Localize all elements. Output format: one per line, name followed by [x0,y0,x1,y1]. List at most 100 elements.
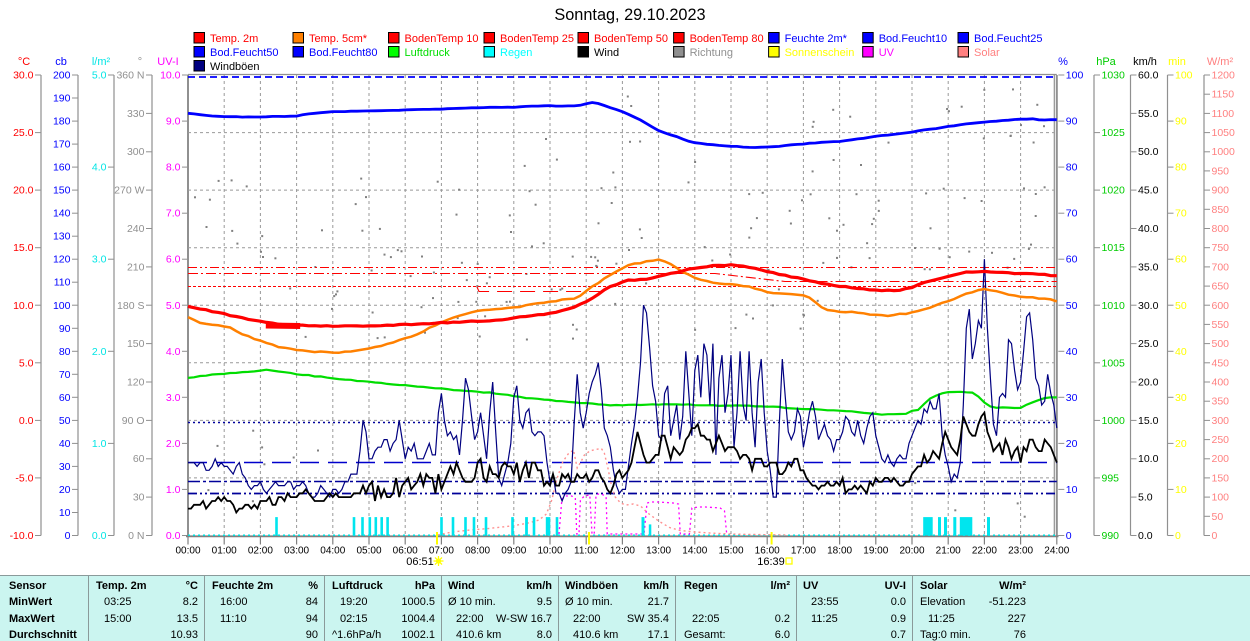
svg-text:0.0: 0.0 [166,530,181,542]
svg-text:350: 350 [1212,396,1230,408]
svg-text:990: 990 [1102,530,1120,542]
svg-text:21:00: 21:00 [936,546,961,557]
svg-text:50: 50 [59,415,71,427]
svg-text:BodenTemp 10: BodenTemp 10 [405,33,479,45]
svg-text:1150: 1150 [1212,89,1235,101]
svg-text:300: 300 [127,146,145,158]
svg-text:07:00: 07:00 [429,546,454,557]
svg-text:20:00: 20:00 [899,546,924,557]
svg-text:120: 120 [127,377,145,389]
svg-text:40: 40 [1175,346,1187,358]
svg-text:Temp. 2m: Temp. 2m [210,33,258,45]
svg-text:650: 650 [1212,281,1230,293]
svg-text:70: 70 [1066,208,1078,220]
svg-text:2.0: 2.0 [166,438,181,450]
svg-text:900: 900 [1212,185,1230,197]
svg-text:6.0: 6.0 [166,254,181,266]
svg-text:Windböen: Windböen [210,61,260,73]
svg-text:35.0: 35.0 [1138,261,1159,273]
svg-text:200: 200 [53,70,71,82]
svg-text:1010: 1010 [1102,300,1126,312]
svg-text:13:00: 13:00 [646,546,671,557]
svg-text:°: ° [138,56,142,68]
svg-text:%: % [1058,56,1068,68]
svg-text:06:51: 06:51 [406,556,434,568]
svg-text:min: min [1168,56,1186,68]
svg-text:100: 100 [1212,492,1230,504]
svg-text:14:00: 14:00 [682,546,707,557]
svg-text:hPa: hPa [1096,56,1116,68]
svg-text:11:00: 11:00 [574,546,599,557]
svg-text:-5.0: -5.0 [15,472,33,484]
svg-text:1050: 1050 [1212,127,1236,139]
svg-text:10: 10 [1066,484,1078,496]
svg-text:40: 40 [1066,346,1078,358]
svg-text:10: 10 [1175,484,1187,496]
svg-text:Bod.Feucht50: Bod.Feucht50 [210,47,279,59]
svg-text:150: 150 [127,338,145,350]
svg-text:06:00: 06:00 [393,546,418,557]
svg-text:450: 450 [1212,357,1230,369]
svg-text:BodenTemp 25: BodenTemp 25 [500,33,574,45]
svg-text:40: 40 [59,438,71,450]
svg-text:24:00: 24:00 [1044,546,1069,557]
svg-text:750: 750 [1212,242,1230,254]
svg-text:BodenTemp 50: BodenTemp 50 [594,33,668,45]
svg-text:90: 90 [1066,116,1078,128]
svg-text:08:00: 08:00 [465,546,490,557]
svg-text:995: 995 [1102,472,1120,484]
svg-text:0: 0 [1066,530,1072,542]
svg-text:3.0: 3.0 [166,392,181,404]
svg-text:50.0: 50.0 [1138,146,1159,158]
svg-text:270 W: 270 W [114,185,144,197]
svg-text:9.0: 9.0 [166,116,181,128]
svg-text:850: 850 [1212,204,1230,216]
svg-text:Bod.Feucht80: Bod.Feucht80 [309,47,378,59]
svg-text:03:00: 03:00 [284,546,309,557]
svg-text:130: 130 [53,231,71,243]
svg-text:700: 700 [1212,261,1230,273]
svg-text:Regen: Regen [500,47,532,59]
svg-text:400: 400 [1212,377,1230,389]
svg-text:19:00: 19:00 [863,546,888,557]
svg-text:30: 30 [59,461,71,473]
svg-text:70: 70 [59,369,71,381]
svg-text:90: 90 [59,323,71,335]
svg-text:UV-I: UV-I [157,56,178,68]
svg-text:Feuchte 2m*: Feuchte 2m* [785,33,848,45]
svg-text:240: 240 [127,223,145,235]
svg-text:10.0: 10.0 [160,70,181,82]
svg-text:50: 50 [1175,300,1187,312]
svg-text:0.0: 0.0 [19,415,34,427]
svg-text:05:00: 05:00 [356,546,381,557]
svg-text:60: 60 [59,392,71,404]
svg-text:4.0: 4.0 [92,162,107,174]
svg-text:1005: 1005 [1102,357,1126,369]
svg-text:23:00: 23:00 [1008,546,1033,557]
svg-text:20: 20 [1175,438,1187,450]
svg-text:30: 30 [1175,392,1187,404]
svg-text:1.0: 1.0 [166,484,181,496]
svg-text:15:00: 15:00 [718,546,743,557]
svg-text:45.0: 45.0 [1138,185,1159,197]
svg-text:10.0: 10.0 [13,300,34,312]
svg-text:4.0: 4.0 [166,346,181,358]
svg-text:22:00: 22:00 [972,546,997,557]
svg-text:0.0: 0.0 [92,530,107,542]
svg-text:60.0: 60.0 [1138,70,1159,82]
svg-text:10.0: 10.0 [1138,453,1159,465]
svg-text:360 N: 360 N [116,70,144,82]
svg-text:80: 80 [59,346,71,358]
svg-text:60: 60 [1066,254,1078,266]
svg-text:1100: 1100 [1212,108,1235,120]
svg-text:30: 30 [133,492,145,504]
svg-text:90: 90 [1175,116,1187,128]
svg-text:Richtung: Richtung [690,47,733,59]
svg-text:250: 250 [1212,434,1230,446]
svg-text:2.0: 2.0 [92,346,107,358]
svg-text:120: 120 [53,254,71,266]
svg-text:01:00: 01:00 [212,546,237,557]
svg-text:0: 0 [65,530,71,542]
svg-text:°C: °C [18,56,30,68]
svg-text:110: 110 [54,277,71,289]
